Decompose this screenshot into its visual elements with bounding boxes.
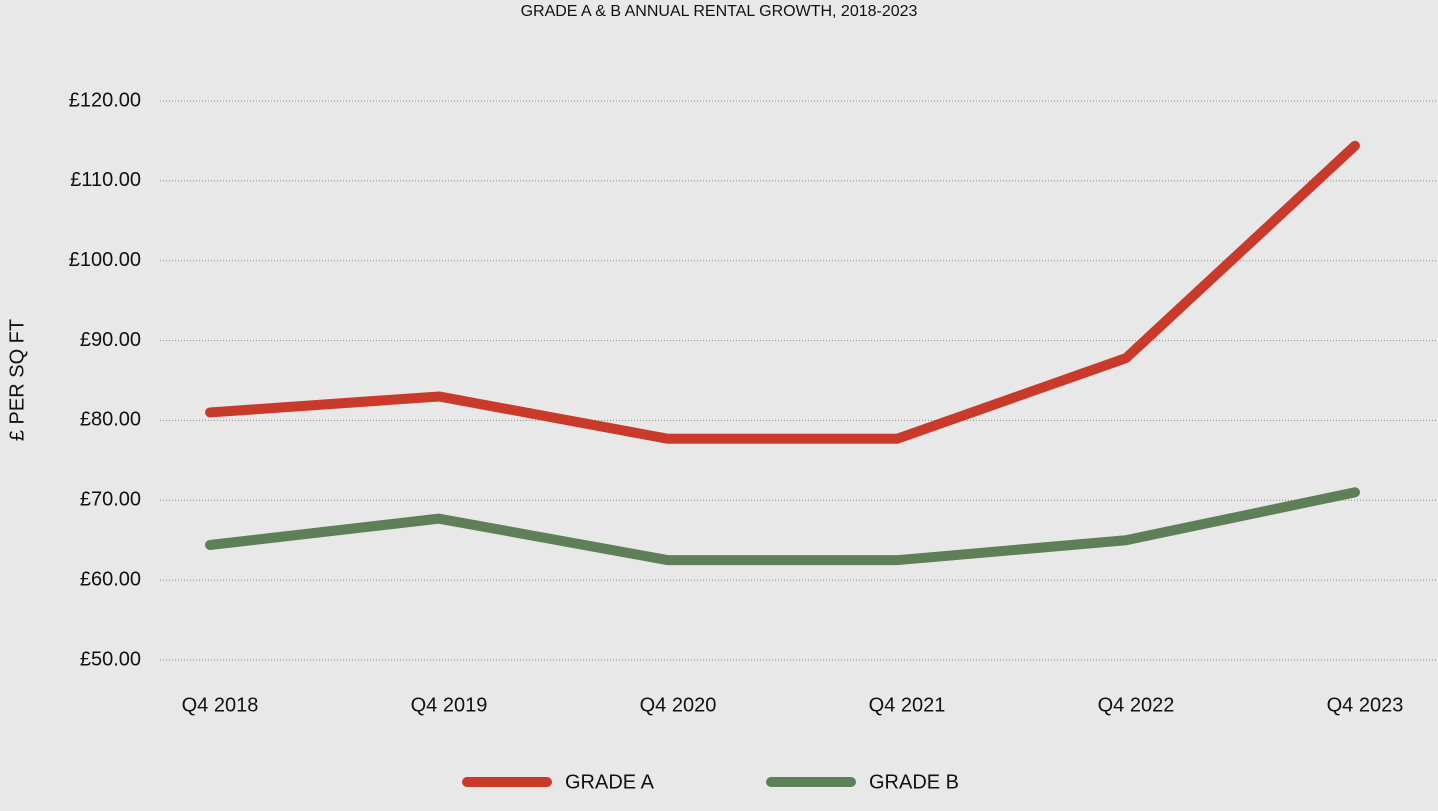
y-tick-label: £60.00: [80, 568, 141, 590]
x-tick-label: Q4 2023: [1327, 694, 1404, 716]
y-tick-label: £80.00: [80, 409, 141, 431]
y-tick-label: £110.00: [70, 169, 141, 191]
x-tick-label: Q4 2019: [411, 694, 488, 716]
y-tick-label: £70.00: [80, 489, 141, 511]
y-tick-label: £100.00: [69, 249, 141, 271]
y-axis-label: £ PER SQ FT: [6, 319, 28, 441]
legend-label: GRADE A: [565, 771, 655, 793]
x-tick-label: Q4 2021: [869, 694, 946, 716]
y-tick-label: £120.00: [69, 89, 141, 111]
chart-title: GRADE A & B ANNUAL RENTAL GROWTH, 2018-2…: [521, 3, 918, 20]
y-tick-label: £50.00: [80, 648, 141, 670]
y-tick-label: £90.00: [80, 329, 141, 351]
x-tick-label: Q4 2020: [640, 694, 717, 716]
series-line: [205, 487, 1360, 566]
series-line: [205, 140, 1360, 444]
x-tick-label: Q4 2022: [1098, 694, 1175, 716]
legend-label: GRADE B: [869, 771, 959, 793]
x-tick-label: Q4 2018: [182, 694, 259, 716]
